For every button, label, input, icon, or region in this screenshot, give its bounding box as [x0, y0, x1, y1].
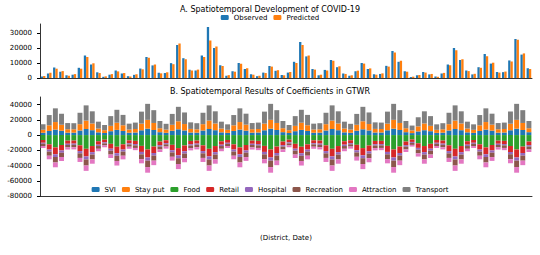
svg-text:-40000: -40000 — [7, 162, 32, 170]
svg-text:Observed: Observed — [234, 14, 268, 22]
svg-text:-60000: -60000 — [7, 177, 32, 185]
svg-text:Hospital: Hospital — [258, 186, 287, 194]
svg-text:-80000: -80000 — [7, 192, 32, 200]
svg-text:Predicted: Predicted — [286, 14, 319, 22]
svg-text:0: 0 — [28, 74, 32, 82]
svg-text:10000: 10000 — [10, 59, 32, 67]
svg-text:-20000: -20000 — [7, 146, 32, 154]
svg-text:Transport: Transport — [415, 186, 449, 194]
svg-text:Stay put: Stay put — [135, 186, 165, 194]
svg-text:B. Spatiotemporal Results of C: B. Spatiotemporal Results of Coefficient… — [170, 87, 370, 96]
svg-text:30000: 30000 — [10, 29, 32, 37]
svg-text:Recreation: Recreation — [306, 186, 343, 194]
svg-text:(District, Date): (District, Date) — [260, 234, 312, 242]
svg-text:A. Spatiotemporal Development: A. Spatiotemporal Development of COVID-1… — [180, 5, 360, 14]
svg-text:Retail: Retail — [219, 186, 239, 194]
svg-text:Food: Food — [183, 186, 200, 194]
svg-text:40000: 40000 — [10, 101, 32, 109]
svg-text:20000: 20000 — [10, 44, 32, 52]
svg-text:0: 0 — [28, 131, 32, 139]
svg-text:20000: 20000 — [10, 116, 32, 124]
svg-text:SVI: SVI — [105, 186, 116, 194]
svg-text:Attraction: Attraction — [362, 186, 397, 194]
